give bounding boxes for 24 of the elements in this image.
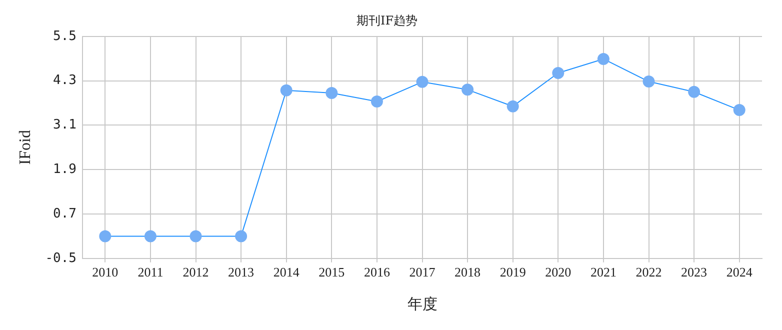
y-tick-label: 1.9 <box>53 162 77 177</box>
x-tick-label: 2023 <box>681 264 708 280</box>
x-tick-label: 2021 <box>590 264 616 280</box>
x-tick-label: 2024 <box>726 264 753 280</box>
y-tick-label: 5.5 <box>53 28 77 44</box>
x-tick-label: 2022 <box>636 264 662 280</box>
x-tick-label: 2012 <box>182 264 209 280</box>
x-tick-label: 2017 <box>409 264 436 280</box>
x-tick-label: 2014 <box>273 264 300 280</box>
x-tick-label: 2015 <box>318 264 345 280</box>
x-tick-label: 2011 <box>138 264 164 280</box>
x-tick-label: 2018 <box>454 264 481 280</box>
chart-title: 期刊IF趋势 <box>356 13 418 28</box>
x-tick-label: 2019 <box>500 264 526 280</box>
x-tick-label: 2013 <box>228 264 254 280</box>
y-axis-title: IFoid <box>16 130 34 165</box>
x-tick-label: 2020 <box>545 264 572 280</box>
y-tick-label: 0.7 <box>53 206 77 222</box>
y-tick-label: 3.1 <box>53 118 77 133</box>
x-tick-label: 2010 <box>92 264 118 280</box>
y-tick-label: 4.3 <box>53 73 77 88</box>
x-tick-label: 2016 <box>364 264 390 280</box>
x-axis-title: 年度 <box>407 294 438 313</box>
y-tick-label: -0.5 <box>45 250 77 266</box>
